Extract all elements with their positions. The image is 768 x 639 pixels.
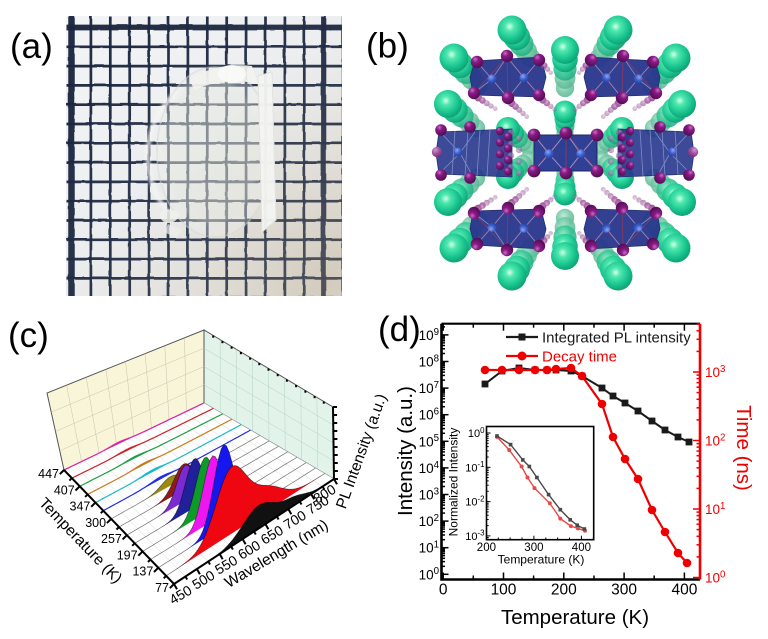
svg-text:Time (ns): Time (ns) (732, 405, 755, 491)
svg-text:0: 0 (439, 582, 448, 599)
svg-text:(b): (b) (366, 27, 409, 66)
svg-text:400: 400 (572, 542, 591, 554)
svg-text:Decay time: Decay time (542, 349, 617, 366)
svg-text:447: 447 (38, 467, 59, 481)
svg-text:300: 300 (524, 542, 543, 554)
svg-text:137: 137 (132, 565, 153, 579)
svg-text:400: 400 (671, 582, 697, 599)
svg-text:100: 100 (491, 582, 517, 599)
svg-text:407: 407 (54, 483, 75, 497)
svg-text:300: 300 (85, 516, 106, 530)
svg-text:Temperature (K): Temperature (K) (498, 553, 585, 567)
svg-text:Intensity (a.u.): Intensity (a.u.) (394, 386, 417, 516)
svg-text:197: 197 (117, 548, 138, 562)
svg-text:257: 257 (101, 532, 122, 546)
svg-text:200: 200 (477, 542, 496, 554)
svg-text:347: 347 (70, 500, 91, 514)
svg-text:77: 77 (155, 581, 169, 595)
svg-text:Temperature (K): Temperature (K) (501, 606, 649, 629)
svg-text:200: 200 (551, 582, 577, 599)
svg-text:Normalized Intensity: Normalized Intensity (447, 428, 461, 537)
svg-text:Integrated PL intensity: Integrated PL intensity (542, 330, 691, 347)
svg-text:(a): (a) (10, 27, 53, 66)
svg-text:(c): (c) (8, 316, 49, 355)
svg-text:300: 300 (611, 582, 637, 599)
svg-text:(d): (d) (378, 310, 421, 349)
